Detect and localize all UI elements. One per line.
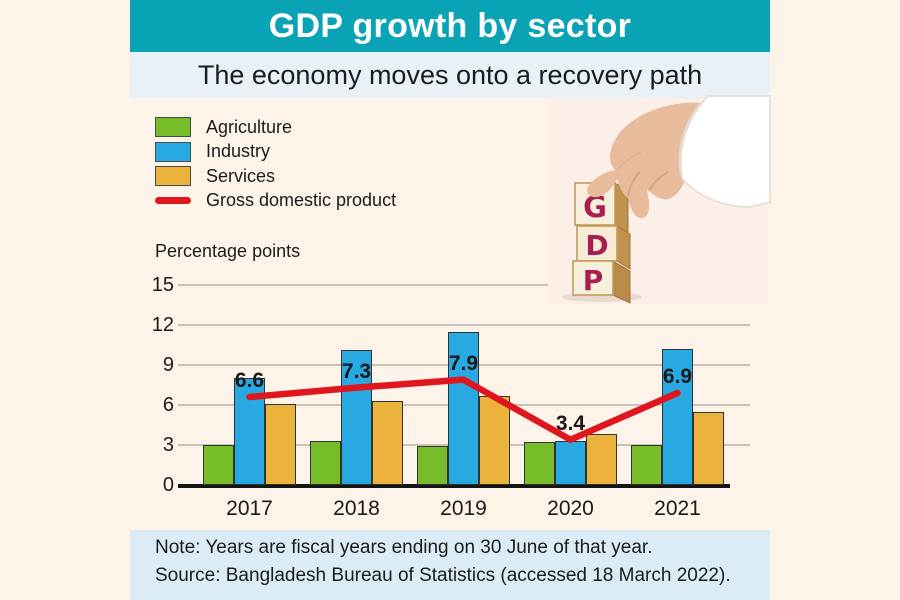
- x-tick-label-2018: 2018: [333, 497, 380, 520]
- bar-agriculture-2021: [631, 445, 662, 485]
- bar-services-2018: [372, 401, 403, 485]
- source-line: Source: Bangladesh Bureau of Statistics …: [155, 565, 731, 586]
- footer: Note: Years are fiscal years ending on 3…: [130, 530, 770, 600]
- subtitle-text: The economy moves onto a recovery path: [197, 59, 703, 90]
- blocks-shadow: [562, 292, 642, 302]
- gdp-value-label-2018: 7.3: [341, 359, 372, 383]
- block-letter-d: D: [585, 229, 608, 262]
- legend-item-services: Services: [155, 164, 396, 189]
- legend-item-gdp: Gross domestic product: [155, 189, 396, 214]
- gdp-value-label-2017: 6.6: [234, 369, 265, 392]
- y-tick-label-3: 3: [162, 434, 174, 456]
- y-tick-label-15: 15: [151, 274, 174, 296]
- shirt-cuff: [679, 95, 771, 209]
- y-tick-label-12: 12: [151, 314, 174, 336]
- title-bar: GDP growth by sector: [130, 0, 770, 52]
- x-tick-label-2021: 2021: [654, 497, 701, 520]
- photo-background: [548, 98, 768, 304]
- block-letter-g: G: [583, 190, 607, 224]
- y-axis-unit-label: Percentage points: [155, 241, 301, 261]
- block-letter-p: P: [583, 264, 604, 297]
- bar-agriculture-2019: [417, 446, 448, 485]
- y-tick-label-0: 0: [162, 474, 174, 496]
- bar-agriculture-2017: [203, 445, 234, 485]
- y-tick-label-6: 6: [162, 394, 174, 416]
- x-tick-label-2019: 2019: [440, 497, 487, 520]
- bar-agriculture-2020: [524, 442, 555, 485]
- gdp-value-label-2020: 3.4: [555, 411, 586, 435]
- bar-agriculture-2018: [310, 441, 341, 485]
- hand-shape: [587, 102, 768, 219]
- legend-label: Services: [206, 165, 276, 186]
- gridline-15: [178, 284, 750, 286]
- services-swatch: [155, 166, 191, 187]
- bar-services-2019: [479, 395, 510, 485]
- hand-illustration: [587, 95, 771, 219]
- subtitle-bar: The economy moves onto a recovery path: [130, 52, 770, 98]
- gdp-value-label-2021: 6.9: [662, 365, 693, 388]
- legend-item-industry: Industry: [155, 140, 396, 165]
- x-tick-label-2020: 2020: [547, 497, 594, 520]
- gdp-line-swatch: [155, 197, 191, 205]
- agriculture-swatch: [155, 117, 191, 138]
- legend-label: Gross domestic product: [206, 190, 397, 211]
- chart-legend: Agriculture Industry Services Gross dome…: [155, 115, 396, 213]
- bar-industry-2017: [234, 378, 265, 485]
- legend-label: Agriculture: [206, 116, 293, 137]
- bar-industry-2020: [555, 441, 586, 485]
- page-title: GDP growth by sector: [268, 6, 632, 45]
- footnote: Note: Years are fiscal years ending on 3…: [155, 537, 653, 558]
- x-tick-label-2017: 2017: [226, 497, 273, 520]
- bar-services-2021: [693, 411, 724, 485]
- y-tick-label-9: 9: [162, 354, 174, 376]
- industry-swatch: [155, 141, 191, 162]
- x-axis-line: [178, 483, 730, 488]
- legend-label: Industry: [206, 141, 271, 162]
- bar-services-2017: [265, 403, 296, 485]
- legend-item-agriculture: Agriculture: [155, 115, 396, 140]
- gridline-12: [178, 324, 750, 326]
- bar-services-2020: [586, 434, 617, 485]
- gdp-value-label-2019: 7.9: [448, 351, 479, 375]
